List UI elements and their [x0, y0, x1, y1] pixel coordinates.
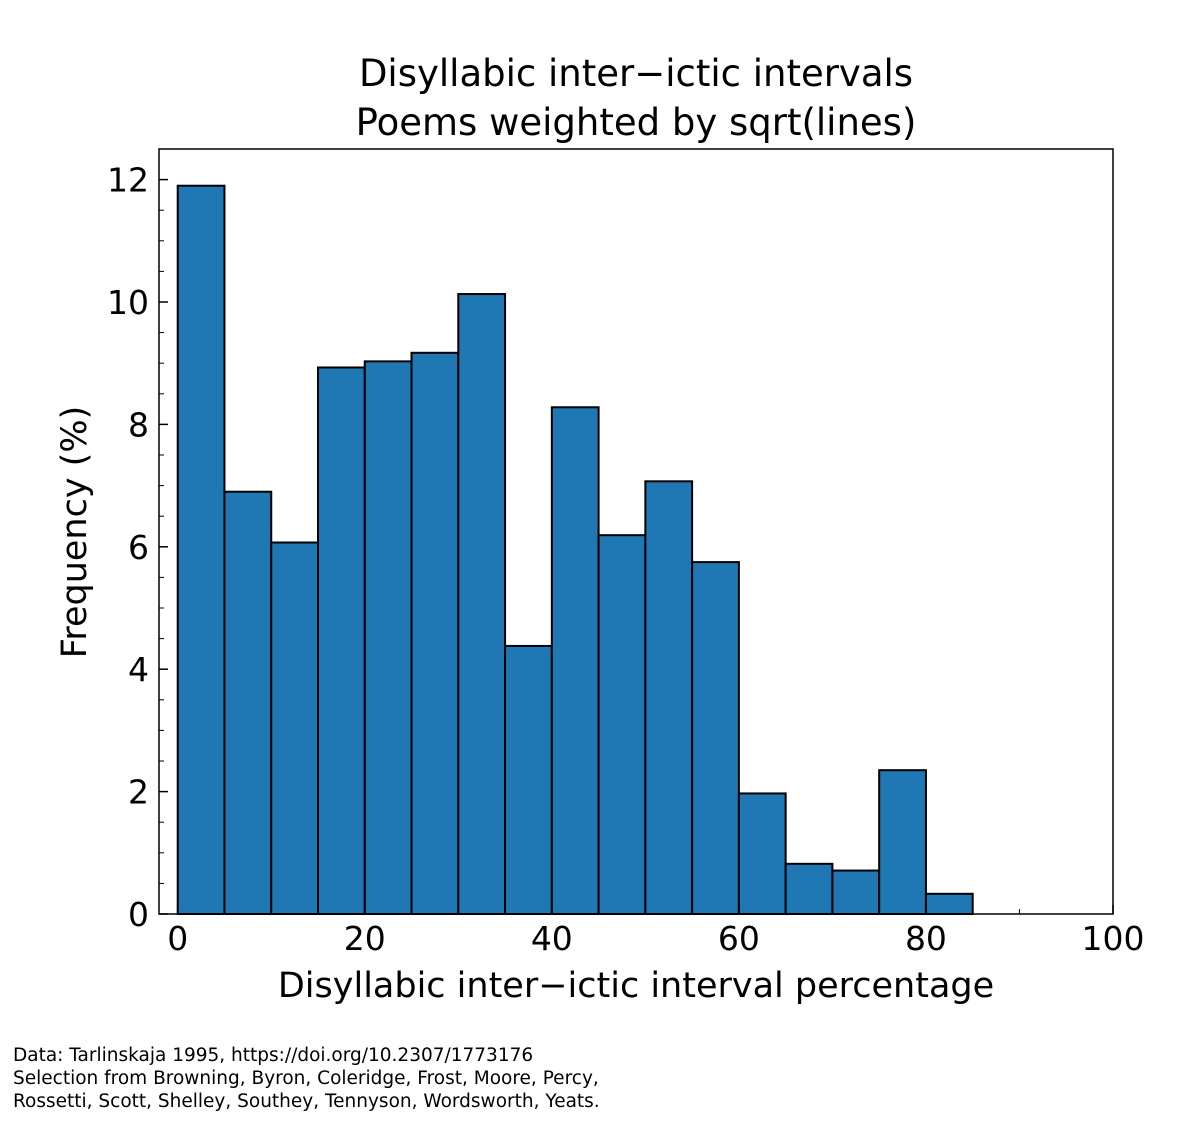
chart-title-line-2: Poems weighted by sqrt(lines): [356, 101, 917, 144]
y-tick-label: 8: [128, 405, 149, 444]
x-tick-label: 60: [718, 919, 760, 958]
y-axis-label: Frequency (%): [55, 406, 95, 659]
y-tick-label: 12: [107, 161, 149, 200]
bars-group: [176, 184, 974, 916]
x-tick-label: 40: [531, 919, 573, 958]
y-tick-label: 10: [107, 283, 149, 322]
data-source-footnote: Data: Tarlinskaja 1995, https://doi.org/…: [13, 1044, 600, 1113]
histogram-bar: [317, 366, 366, 915]
x-axis-label: Disyllabic inter−ictic interval percenta…: [278, 966, 994, 1006]
histogram-chart: Disyllabic inter−ictic intervals Poems w…: [55, 52, 1145, 1006]
y-tick-label: 6: [128, 528, 149, 567]
y-tick-label: 4: [128, 650, 149, 689]
histogram-bar: [176, 184, 226, 916]
x-tick-label: 20: [344, 919, 386, 958]
histogram-bar: [457, 293, 507, 915]
histogram-bar: [597, 534, 647, 915]
histogram-bar: [784, 862, 834, 915]
histogram-bar: [270, 541, 319, 915]
x-tick-label: 100: [1082, 919, 1145, 958]
plot-frame: [158, 148, 1114, 915]
histogram-bar: [878, 769, 927, 915]
histogram-bar: [831, 869, 881, 915]
x-tick-label: 0: [167, 919, 188, 958]
histogram-bar: [924, 892, 974, 916]
histogram-bar: [691, 561, 740, 915]
y-tick-label: 2: [128, 773, 149, 812]
histogram-bar: [737, 792, 787, 915]
footnote-line-1: Data: Tarlinskaja 1995, https://doi.org/…: [13, 1045, 534, 1066]
histogram-bar: [550, 406, 600, 915]
histogram-bar: [644, 480, 694, 915]
footnote-line-2: Selection from Browning, Byron, Coleridg…: [13, 1068, 599, 1089]
histogram-bar: [504, 644, 553, 915]
ticks-group: 0 20 40 60 80 100 0 2 4 6 8 10 12: [107, 161, 1145, 958]
x-tick-label: 80: [905, 919, 947, 958]
y-tick-label: 0: [128, 895, 149, 934]
chart-title-line-1: Disyllabic inter−ictic intervals: [359, 52, 913, 95]
histogram-bar: [410, 351, 460, 915]
histogram-bar: [223, 490, 273, 915]
histogram-bar: [363, 360, 413, 915]
footnote-line-3: Rossetti, Scott, Shelley, Southey, Tenny…: [13, 1091, 600, 1112]
